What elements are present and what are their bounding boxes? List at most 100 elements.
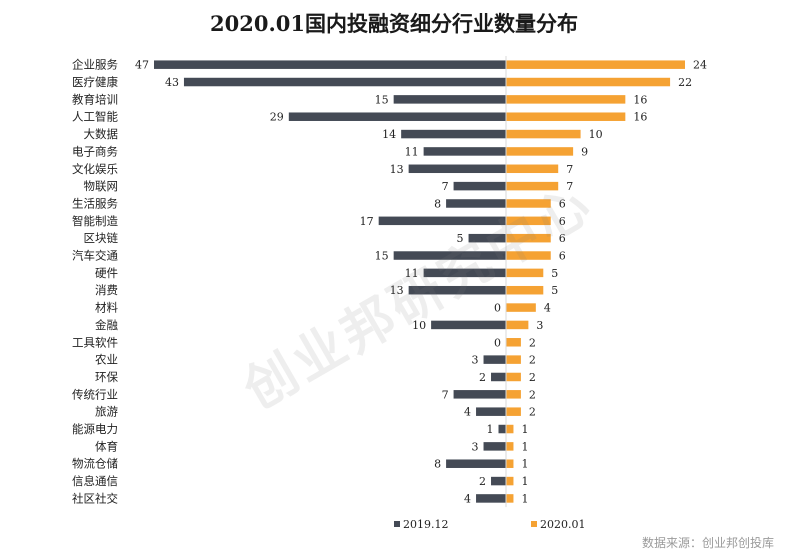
value-label-2019-12: 7 [442,180,449,193]
bar-2020-01 [506,459,514,468]
value-label-2020-01: 6 [559,232,566,245]
bar-2020-01 [506,181,559,191]
value-label-2020-01: 22 [678,76,692,89]
bar-2020-01 [506,251,551,260]
bar-2019-12 [408,285,506,295]
bar-2020-01 [506,390,521,399]
category-label: 医疗健康 [72,75,118,89]
bar-2020-01 [506,476,514,486]
value-label-2020-01: 2 [529,371,536,384]
value-label-2019-12: 13 [390,163,404,176]
bar-2019-12 [423,268,506,278]
category-label: 物联网 [84,179,119,193]
bar-2019-12 [491,476,506,486]
legend: 2019.12 2020.01 [394,518,586,531]
value-label-2019-12: 2 [479,475,486,488]
category-label: 汽车交通 [72,249,118,263]
value-label-2020-01: 3 [536,319,543,332]
value-label-2019-12: 15 [375,250,389,263]
legend-swatch-2020-01 [531,521,537,527]
bar-2020-01 [506,442,514,451]
category-label: 社区社交 [72,491,118,505]
category-label: 物流仓储 [72,457,118,471]
category-label: 区块链 [84,231,119,245]
category-label: 农业 [95,353,118,367]
bar-2020-01 [506,147,574,156]
bar-2020-01 [506,407,521,416]
value-label-2020-01: 1 [521,492,528,505]
bar-2020-01 [506,285,544,295]
category-label: 工具软件 [72,335,118,349]
bar-2019-12 [378,216,506,226]
category-label: 能源电力 [72,422,118,436]
bar-2020-01 [506,338,521,347]
value-label-2020-01: 1 [521,440,528,453]
bar-2019-12 [154,60,506,69]
value-label-2020-01: 1 [521,475,528,488]
category-label: 企业服务 [72,58,118,72]
value-label-2020-01: 7 [566,180,573,193]
value-label-2019-12: 0 [494,302,501,315]
value-label-2019-12: 3 [472,440,479,453]
bar-2020-01 [506,216,551,226]
bar-2019-12 [491,372,506,382]
value-label-2020-01: 7 [566,163,573,176]
value-label-2020-01: 2 [529,336,536,349]
legend-label-2020-01: 2020.01 [540,518,586,531]
legend-swatch-2019-12 [394,521,400,527]
value-label-2019-12: 4 [464,406,471,419]
bar-2019-12 [498,424,506,434]
bar-2020-01 [506,372,521,382]
bar-2020-01 [506,303,536,312]
value-label-2019-12: 14 [382,128,396,141]
category-label: 环保 [95,370,118,384]
chart-title: 2020.01国内投融资细分行业数量分布 [210,11,578,36]
value-label-2020-01: 24 [693,59,707,72]
category-label: 电子商务 [72,144,118,158]
value-label-2020-01: 2 [529,388,536,401]
bar-2020-01 [506,494,514,503]
bar-2019-12 [408,164,506,174]
value-label-2020-01: 6 [559,250,566,263]
value-label-2019-12: 47 [135,59,149,72]
value-label-2019-12: 13 [390,284,404,297]
value-label-2020-01: 1 [521,458,528,471]
bar-2020-01 [506,355,521,364]
value-label-2019-12: 8 [434,458,441,471]
category-label: 大数据 [84,127,119,141]
value-label-2020-01: 16 [633,93,647,106]
bar-2020-01 [506,424,514,434]
category-label: 金融 [95,318,118,332]
category-label: 体育 [95,439,118,453]
value-label-2020-01: 2 [529,406,536,419]
category-label: 硬件 [95,266,118,280]
value-label-2020-01: 10 [589,128,603,141]
value-label-2019-12: 17 [360,215,374,228]
category-label: 教育培训 [72,92,118,106]
value-label-2020-01: 2 [529,354,536,367]
series-2020-01-bars [506,60,685,503]
bar-2020-01 [506,77,671,87]
category-label: 消费 [95,283,118,297]
bar-2020-01 [506,268,544,278]
value-label-2019-12: 2 [479,371,486,384]
series-2019-12-bars [154,60,506,503]
value-label-2020-01: 5 [551,284,558,297]
value-label-2020-01: 9 [581,145,588,158]
bar-2019-12 [393,251,506,260]
bar-2020-01 [506,164,559,174]
value-label-2019-12: 10 [412,319,426,332]
category-label: 人工智能 [72,110,118,124]
bar-2019-12 [446,459,506,468]
legend-label-2019-12: 2019.12 [403,518,449,531]
bar-2019-12 [183,77,506,87]
value-label-2019-12: 1 [487,423,494,436]
bar-2019-12 [431,320,506,330]
value-label-2019-12: 43 [165,76,179,89]
bar-2020-01 [506,129,581,139]
category-label: 信息通信 [72,474,118,488]
bar-2019-12 [483,355,506,364]
bar-2019-12 [453,181,506,191]
bar-2019-12 [476,494,506,503]
